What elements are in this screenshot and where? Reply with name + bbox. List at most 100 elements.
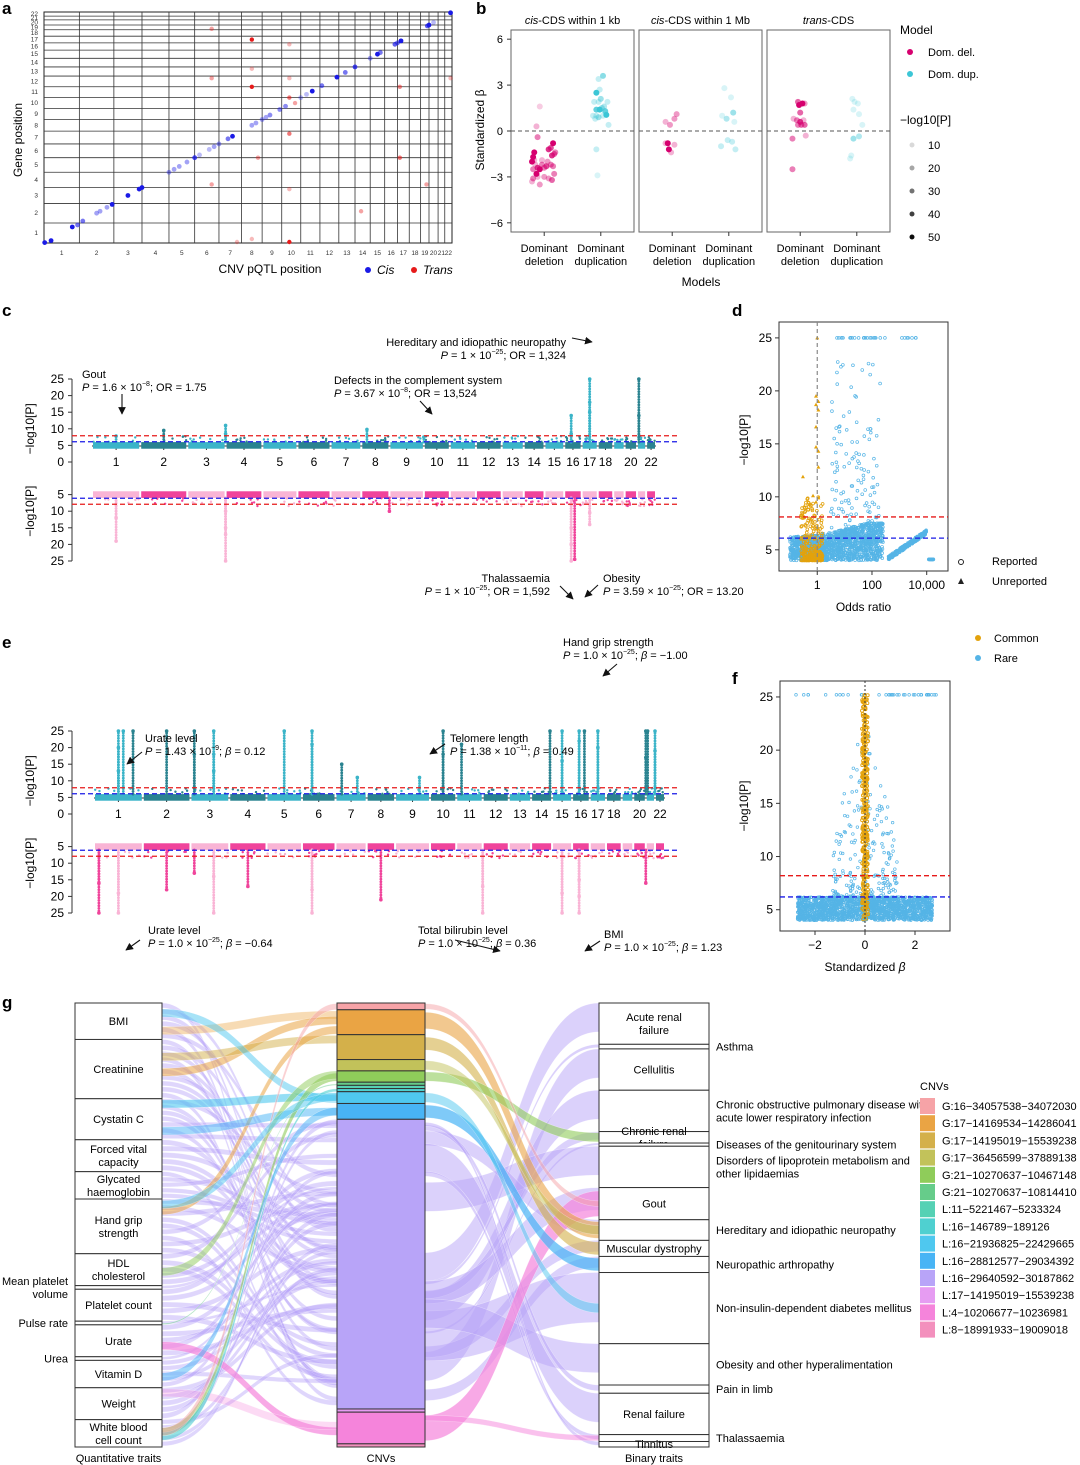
panel-d-rare-point [859, 524, 863, 528]
annotation-stats: P = 1.0 × 10−25; β = 0.36 [418, 937, 536, 950]
panel-d-rare-point [871, 475, 875, 480]
top-peak-point [310, 766, 314, 769]
top-peak-point [646, 771, 650, 775]
bottom-peak-point [481, 856, 485, 860]
panel-a-y-axis-label: Gene position [11, 103, 25, 177]
panel-d-rare-point [874, 463, 879, 468]
panel-d-rare-point [788, 555, 792, 559]
bottom-peak-point [560, 851, 564, 854]
top-point [616, 438, 619, 442]
top-peak-point [577, 750, 581, 753]
bottom-peak-point [560, 856, 564, 860]
panel-a-cis-point [166, 169, 172, 175]
bottom-peak-point [644, 861, 648, 865]
panel-d-rare-point [878, 381, 882, 386]
top-peak-point [637, 403, 641, 407]
bottom-point [324, 500, 328, 504]
panel-d-rare-point [842, 529, 847, 533]
panel-b-facet: trans-CDSDominantdeletionDominantduplica… [766, 15, 891, 268]
bottom-peak-point [481, 869, 485, 873]
bottom-peak-point [114, 531, 118, 534]
top-peak-point [577, 734, 581, 738]
panel-d-rare-point [842, 465, 846, 469]
top-point [478, 791, 481, 795]
panel-b-point [859, 121, 866, 128]
panel-d-rare-point [875, 558, 879, 562]
legend-cis-marker [365, 267, 371, 273]
top-peak-point [211, 769, 216, 773]
top-point [458, 435, 462, 439]
top-point [627, 791, 630, 794]
panel-d-rare-point [839, 336, 844, 340]
bottom-peak-point [577, 898, 581, 902]
chrom-tick-label: 11 [463, 807, 476, 821]
panel-d-rare-point [867, 437, 872, 442]
bottom-peak-point [114, 499, 118, 502]
bottom-peak-point [577, 875, 581, 878]
top-peak-point [365, 438, 369, 441]
panel-a-cis-point [267, 112, 273, 118]
panel-d-y-tick-label: 15 [759, 437, 773, 451]
bottom-band [622, 843, 633, 850]
bottom-peak-point [481, 896, 485, 900]
bottom-peak-point [573, 501, 577, 505]
panel-a-x-tick-label: 9 [270, 250, 274, 257]
panel-a-cis-point [197, 152, 202, 158]
panel-d-rare-point [834, 426, 838, 430]
top-peak-point [117, 763, 120, 767]
panel-b-point [533, 170, 540, 177]
bottom-peak-point [560, 859, 564, 862]
bottom-peak-point [481, 864, 485, 868]
bottom-peak-point [114, 523, 118, 526]
top-peak-point [569, 419, 573, 423]
panel-d-rare-point [871, 362, 875, 367]
y-axis-label: −log10[P] [23, 838, 37, 889]
panel-b-x-tick-label: deletion [781, 256, 820, 268]
panel-a-y-tick-label: 12 [31, 78, 39, 85]
top-peak-point [310, 776, 314, 780]
chrom-tick-label: 2 [160, 455, 167, 469]
top-point [613, 791, 616, 794]
top-band [606, 794, 621, 801]
top-peak-point [121, 758, 125, 761]
panel-d-rare-point [841, 550, 846, 555]
panel-d-rare-point [835, 382, 839, 386]
bottom-peak-point [117, 898, 120, 902]
legend-unreported-marker [958, 578, 964, 584]
top-band [565, 442, 581, 449]
bottom-point [470, 852, 473, 856]
panel-a-y-tick-label: 21 [31, 15, 39, 22]
panel-d-common-point [803, 509, 808, 513]
panel-d-rare-point [841, 414, 846, 418]
top-point [428, 440, 431, 444]
panel-d-rare-point [850, 530, 855, 534]
top-peak-point [117, 779, 120, 783]
panel-d-rare-point [861, 539, 866, 543]
panel-d-common-point [810, 520, 815, 524]
chrom-tick-label: 15 [555, 807, 569, 821]
panel-d-common-point [810, 526, 815, 530]
top-band [509, 794, 531, 801]
bottom-peak-point [577, 851, 581, 854]
panel-d-rare-point [900, 336, 904, 340]
panel-d-common-point [805, 521, 809, 525]
top-peak-point [310, 779, 314, 783]
top-peak-point [583, 771, 586, 775]
bottom-point [266, 852, 269, 855]
panel-d-rare-point [833, 497, 837, 502]
bottom-band [656, 843, 664, 850]
chrom-tick-label: 16 [574, 807, 588, 821]
top-peak-point [339, 762, 344, 766]
panel-letter-e: e [2, 633, 11, 652]
panel-d-rare-point [861, 477, 866, 481]
panel-b-point [664, 140, 671, 147]
panel-a-x-tick-label: 13 [343, 250, 351, 257]
chrom-tick-label: 10 [436, 807, 450, 821]
bottom-peak-point [114, 507, 118, 510]
bottom-band [424, 491, 449, 498]
top-peak-point [637, 424, 641, 428]
bottom-point [622, 502, 625, 505]
top-peak-point [117, 742, 120, 746]
bottom-peak-point [97, 885, 101, 889]
